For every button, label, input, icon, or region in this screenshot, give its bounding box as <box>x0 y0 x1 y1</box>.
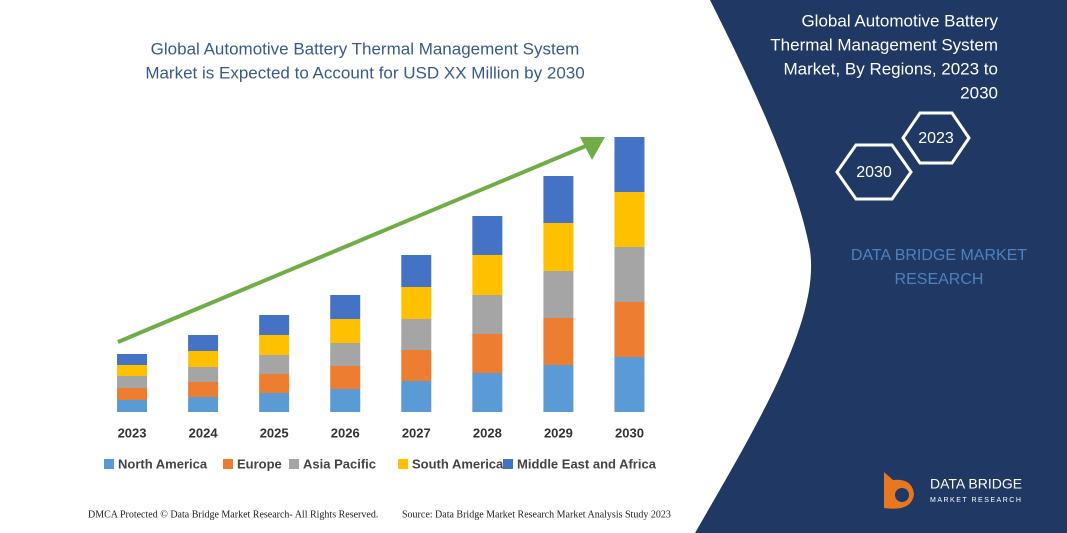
bar-segment <box>117 365 148 376</box>
panel-title: Global Automotive Battery <box>801 11 998 30</box>
bar-segment <box>401 350 432 381</box>
legend-swatch <box>289 459 299 469</box>
bar-segment <box>330 295 361 319</box>
bar-segment <box>259 393 290 412</box>
legend-swatch <box>223 459 233 469</box>
bar-segment <box>472 216 503 255</box>
brand-text: RESEARCH <box>895 271 984 288</box>
bar-segment <box>472 373 503 412</box>
bar-segment <box>472 255 503 295</box>
bar-segment <box>117 354 148 365</box>
bar-segment <box>472 295 503 334</box>
bar-segment <box>259 374 290 393</box>
bar-segment <box>401 381 432 412</box>
hexagon <box>901 111 971 165</box>
footer-left: DMCA Protected © Data Bridge Market Rese… <box>88 509 378 520</box>
bar-segment <box>543 223 574 271</box>
bar-segment <box>330 343 361 366</box>
hexagon <box>835 143 913 201</box>
chart-title: Global Automotive Battery Thermal Manage… <box>151 39 580 58</box>
legend-label: Europe <box>237 456 282 471</box>
x-tick-label: 2026 <box>331 425 360 440</box>
x-tick-label: 2029 <box>544 425 573 440</box>
bar-segment <box>543 271 574 318</box>
bar-segment <box>259 335 290 355</box>
bar-segment <box>543 365 574 412</box>
legend-label: North America <box>118 456 208 471</box>
bar-segment <box>259 315 290 335</box>
x-tick-label: 2028 <box>473 425 502 440</box>
logo-name: DATA BRIDGE <box>930 476 1022 492</box>
bar-segment <box>543 318 574 365</box>
bar-segment <box>330 389 361 412</box>
bar-segment <box>543 176 574 223</box>
x-tick-label: 2030 <box>615 425 644 440</box>
bar-segment <box>614 192 645 247</box>
footer-right: Source: Data Bridge Market Research Mark… <box>402 509 671 520</box>
x-tick-label: 2024 <box>189 425 219 440</box>
legend-label: South America <box>412 456 504 471</box>
bar-segment <box>117 400 148 412</box>
legend-label: Asia Pacific <box>303 456 376 471</box>
bar-segment <box>614 357 645 412</box>
bar-segment <box>401 319 432 350</box>
bar-segment <box>330 366 361 389</box>
x-tick-label: 2023 <box>118 425 147 440</box>
x-tick-label: 2025 <box>260 425 289 440</box>
chart-title: Market is Expected to Account for USD XX… <box>145 63 584 82</box>
bar-segment <box>188 397 219 412</box>
trend-arrow <box>117 143 589 344</box>
bar-segment <box>614 302 645 357</box>
bar-segment <box>472 334 503 373</box>
bar-segment <box>188 367 219 382</box>
legend-label: Middle East and Africa <box>517 456 657 471</box>
bar-segment <box>188 335 219 351</box>
plot: 2023 2024 2025 2026 2027 2028 2029 2030 North Am… <box>104 137 657 471</box>
trend-arrow-head <box>580 137 605 160</box>
bar-segment <box>117 388 148 400</box>
bar-segment <box>614 137 645 192</box>
bar-segment <box>188 351 219 367</box>
panel-title: Thermal Management System <box>770 35 998 54</box>
bar-segment <box>117 376 148 388</box>
hex-label: 2023 <box>918 130 954 147</box>
bar-segment <box>330 319 361 343</box>
legend-swatch <box>104 459 114 469</box>
bar-segment <box>188 382 219 397</box>
bar-segment <box>401 255 432 287</box>
bar-segment <box>401 287 432 319</box>
panel-title: Market, By Regions, 2023 to <box>783 59 998 78</box>
side-panel <box>695 0 1067 533</box>
bar-segment <box>259 355 290 374</box>
logo-icon <box>895 488 909 502</box>
logo-sub: MARKET RESEARCH <box>930 497 1022 504</box>
x-tick-label: 2027 <box>402 425 431 440</box>
brand-text: DATA BRIDGE MARKET <box>851 247 1028 264</box>
panel-title: 2030 <box>960 83 998 102</box>
hex-label: 2030 <box>856 164 892 181</box>
legend-swatch <box>503 459 513 469</box>
legend-swatch <box>398 459 408 469</box>
bar-segment <box>614 247 645 302</box>
